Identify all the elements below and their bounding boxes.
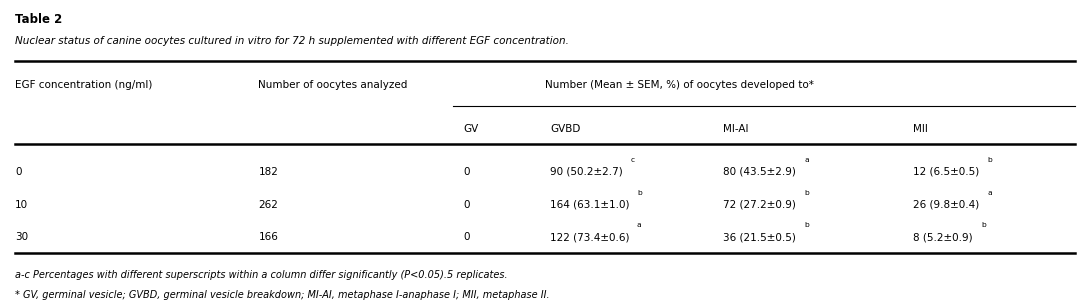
Text: a: a bbox=[988, 190, 992, 196]
Text: a-c Percentages with different superscripts within a column differ significantly: a-c Percentages with different superscri… bbox=[15, 270, 508, 280]
Text: Number of oocytes analyzed: Number of oocytes analyzed bbox=[258, 80, 408, 90]
Text: 0: 0 bbox=[464, 233, 471, 243]
Text: GV: GV bbox=[464, 124, 480, 134]
Text: Number (Mean ± SEM, %) of oocytes developed to*: Number (Mean ± SEM, %) of oocytes develo… bbox=[545, 80, 814, 90]
Text: 8 (5.2±0.9): 8 (5.2±0.9) bbox=[912, 233, 972, 243]
Text: 72 (27.2±0.9): 72 (27.2±0.9) bbox=[724, 200, 797, 210]
Text: 166: 166 bbox=[258, 233, 278, 243]
Text: Nuclear status of canine oocytes cultured in vitro for 72 h supplemented with di: Nuclear status of canine oocytes culture… bbox=[15, 36, 569, 46]
Text: 164 (63.1±1.0): 164 (63.1±1.0) bbox=[550, 200, 630, 210]
Text: 10: 10 bbox=[15, 200, 28, 210]
Text: 0: 0 bbox=[464, 167, 471, 177]
Text: 12 (6.5±0.5): 12 (6.5±0.5) bbox=[912, 167, 979, 177]
Text: 262: 262 bbox=[258, 200, 278, 210]
Text: 122 (73.4±0.6): 122 (73.4±0.6) bbox=[550, 233, 630, 243]
Text: b: b bbox=[637, 190, 642, 196]
Text: 90 (50.2±2.7): 90 (50.2±2.7) bbox=[550, 167, 623, 177]
Text: EGF concentration (ng/ml): EGF concentration (ng/ml) bbox=[15, 80, 153, 90]
Text: 0: 0 bbox=[464, 200, 471, 210]
Text: a: a bbox=[637, 222, 642, 228]
Text: c: c bbox=[631, 157, 635, 163]
Text: MI-AI: MI-AI bbox=[724, 124, 749, 134]
Text: a: a bbox=[804, 157, 809, 163]
Text: 30: 30 bbox=[15, 233, 28, 243]
Text: 182: 182 bbox=[258, 167, 278, 177]
Text: 80 (43.5±2.9): 80 (43.5±2.9) bbox=[724, 167, 797, 177]
Text: 26 (9.8±0.4): 26 (9.8±0.4) bbox=[912, 200, 979, 210]
Text: * GV, germinal vesicle; GVBD, germinal vesicle breakdown; MI-AI, metaphase I-ana: * GV, germinal vesicle; GVBD, germinal v… bbox=[15, 291, 549, 300]
Text: b: b bbox=[981, 222, 986, 228]
Text: Table 2: Table 2 bbox=[15, 13, 62, 26]
Text: b: b bbox=[804, 190, 809, 196]
Text: MII: MII bbox=[912, 124, 928, 134]
Text: b: b bbox=[988, 157, 992, 163]
Text: GVBD: GVBD bbox=[550, 124, 581, 134]
Text: b: b bbox=[804, 222, 809, 228]
Text: 0: 0 bbox=[15, 167, 22, 177]
Text: 36 (21.5±0.5): 36 (21.5±0.5) bbox=[724, 233, 797, 243]
